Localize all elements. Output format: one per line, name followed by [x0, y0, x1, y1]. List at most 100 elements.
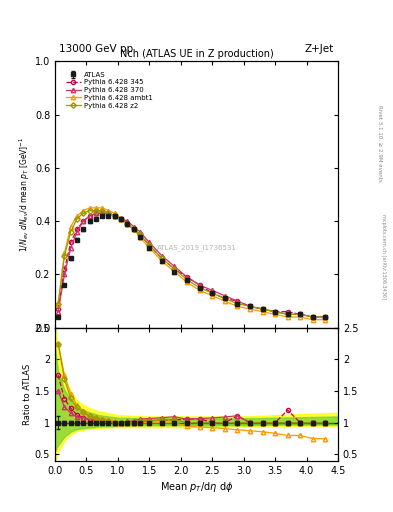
Pythia 6.428 370: [235, 298, 240, 304]
Pythia 6.428 370: [147, 240, 152, 246]
Pythia 6.428 370: [138, 229, 142, 235]
Pythia 6.428 z2: [273, 309, 277, 315]
Pythia 6.428 370: [119, 216, 123, 222]
Pythia 6.428 345: [112, 213, 117, 219]
Pythia 6.428 370: [112, 213, 117, 219]
Pythia 6.428 345: [323, 314, 328, 320]
Pythia 6.428 z2: [62, 253, 67, 259]
Pythia 6.428 ambt1: [298, 314, 303, 320]
Pythia 6.428 ambt1: [172, 269, 177, 275]
Pythia 6.428 345: [147, 242, 152, 248]
Line: Pythia 6.428 ambt1: Pythia 6.428 ambt1: [56, 206, 328, 322]
Pythia 6.428 345: [235, 298, 240, 304]
Pythia 6.428 ambt1: [75, 213, 79, 219]
Pythia 6.428 370: [56, 309, 61, 315]
Line: Pythia 6.428 z2: Pythia 6.428 z2: [56, 208, 327, 319]
Pythia 6.428 ambt1: [94, 205, 98, 211]
Pythia 6.428 345: [138, 231, 142, 238]
Pythia 6.428 345: [210, 290, 215, 296]
Pythia 6.428 370: [68, 245, 73, 251]
Pythia 6.428 ambt1: [273, 311, 277, 317]
Pythia 6.428 ambt1: [112, 210, 117, 216]
Pythia 6.428 345: [119, 216, 123, 222]
Text: 13000 GeV pp: 13000 GeV pp: [59, 44, 133, 54]
Pythia 6.428 345: [125, 221, 130, 227]
Pythia 6.428 z2: [106, 210, 111, 216]
Pythia 6.428 370: [222, 293, 227, 299]
Text: mcplots.cern.ch [arXiv:1306.3436]: mcplots.cern.ch [arXiv:1306.3436]: [381, 214, 386, 298]
Pythia 6.428 345: [131, 226, 136, 232]
Pythia 6.428 370: [62, 271, 67, 278]
Pythia 6.428 370: [323, 314, 328, 320]
Pythia 6.428 ambt1: [56, 301, 61, 307]
Pythia 6.428 ambt1: [138, 234, 142, 240]
Pythia 6.428 370: [81, 218, 86, 224]
Text: ATLAS_2019_I1736531: ATLAS_2019_I1736531: [156, 244, 237, 251]
Pythia 6.428 z2: [323, 314, 328, 320]
Pythia 6.428 345: [87, 213, 92, 219]
Pythia 6.428 345: [75, 226, 79, 232]
Pythia 6.428 z2: [81, 210, 86, 216]
Pythia 6.428 370: [310, 314, 315, 320]
Pythia 6.428 z2: [131, 226, 136, 232]
Pythia 6.428 z2: [310, 314, 315, 320]
Pythia 6.428 z2: [68, 229, 73, 235]
Pythia 6.428 370: [197, 282, 202, 288]
Pythia 6.428 z2: [94, 207, 98, 214]
Text: Nch (ATLAS UE in Z production): Nch (ATLAS UE in Z production): [119, 49, 274, 59]
Pythia 6.428 370: [94, 210, 98, 216]
Pythia 6.428 z2: [125, 221, 130, 227]
Pythia 6.428 ambt1: [62, 250, 67, 256]
Pythia 6.428 ambt1: [185, 280, 189, 286]
Pythia 6.428 z2: [222, 295, 227, 302]
Pythia 6.428 z2: [75, 216, 79, 222]
Pythia 6.428 ambt1: [81, 207, 86, 214]
Line: Pythia 6.428 370: Pythia 6.428 370: [56, 211, 328, 319]
Pythia 6.428 370: [210, 287, 215, 293]
Pythia 6.428 z2: [87, 207, 92, 214]
Pythia 6.428 ambt1: [210, 293, 215, 299]
Pythia 6.428 z2: [248, 303, 252, 309]
Pythia 6.428 345: [172, 266, 177, 272]
Pythia 6.428 370: [131, 223, 136, 229]
Pythia 6.428 z2: [56, 301, 61, 307]
Pythia 6.428 370: [273, 309, 277, 315]
Text: Z+Jet: Z+Jet: [305, 44, 334, 54]
Pythia 6.428 370: [185, 274, 189, 280]
Pythia 6.428 ambt1: [106, 207, 111, 214]
Pythia 6.428 z2: [285, 311, 290, 317]
Pythia 6.428 345: [81, 218, 86, 224]
Pythia 6.428 345: [260, 306, 265, 312]
Pythia 6.428 345: [298, 311, 303, 317]
Pythia 6.428 z2: [100, 207, 105, 214]
Pythia 6.428 370: [248, 303, 252, 309]
Pythia 6.428 345: [62, 266, 67, 272]
Pythia 6.428 345: [94, 210, 98, 216]
Pythia 6.428 ambt1: [160, 258, 164, 264]
Pythia 6.428 ambt1: [68, 223, 73, 229]
Pythia 6.428 ambt1: [119, 216, 123, 222]
Line: Pythia 6.428 345: Pythia 6.428 345: [56, 211, 327, 319]
Pythia 6.428 ambt1: [125, 221, 130, 227]
Pythia 6.428 ambt1: [131, 226, 136, 232]
Pythia 6.428 345: [197, 282, 202, 288]
Pythia 6.428 370: [106, 210, 111, 216]
Pythia 6.428 z2: [235, 301, 240, 307]
Pythia 6.428 345: [185, 274, 189, 280]
Pythia 6.428 370: [298, 311, 303, 317]
Pythia 6.428 370: [160, 253, 164, 259]
Pythia 6.428 345: [68, 240, 73, 246]
Y-axis label: $1/N_{ev}$ $dN_{ev}$/d mean $p_T$ [GeV]$^{-1}$: $1/N_{ev}$ $dN_{ev}$/d mean $p_T$ [GeV]$…: [18, 137, 32, 252]
Pythia 6.428 z2: [197, 285, 202, 291]
Pythia 6.428 z2: [185, 276, 189, 283]
Pythia 6.428 z2: [160, 255, 164, 262]
Pythia 6.428 370: [260, 306, 265, 312]
Pythia 6.428 z2: [298, 311, 303, 317]
Pythia 6.428 ambt1: [87, 205, 92, 211]
Pythia 6.428 345: [100, 210, 105, 216]
Pythia 6.428 z2: [147, 242, 152, 248]
Pythia 6.428 z2: [138, 231, 142, 238]
Pythia 6.428 ambt1: [222, 298, 227, 304]
Legend: ATLAS, Pythia 6.428 345, Pythia 6.428 370, Pythia 6.428 ambt1, Pythia 6.428 z2: ATLAS, Pythia 6.428 345, Pythia 6.428 37…: [64, 70, 154, 110]
Pythia 6.428 ambt1: [323, 316, 328, 323]
